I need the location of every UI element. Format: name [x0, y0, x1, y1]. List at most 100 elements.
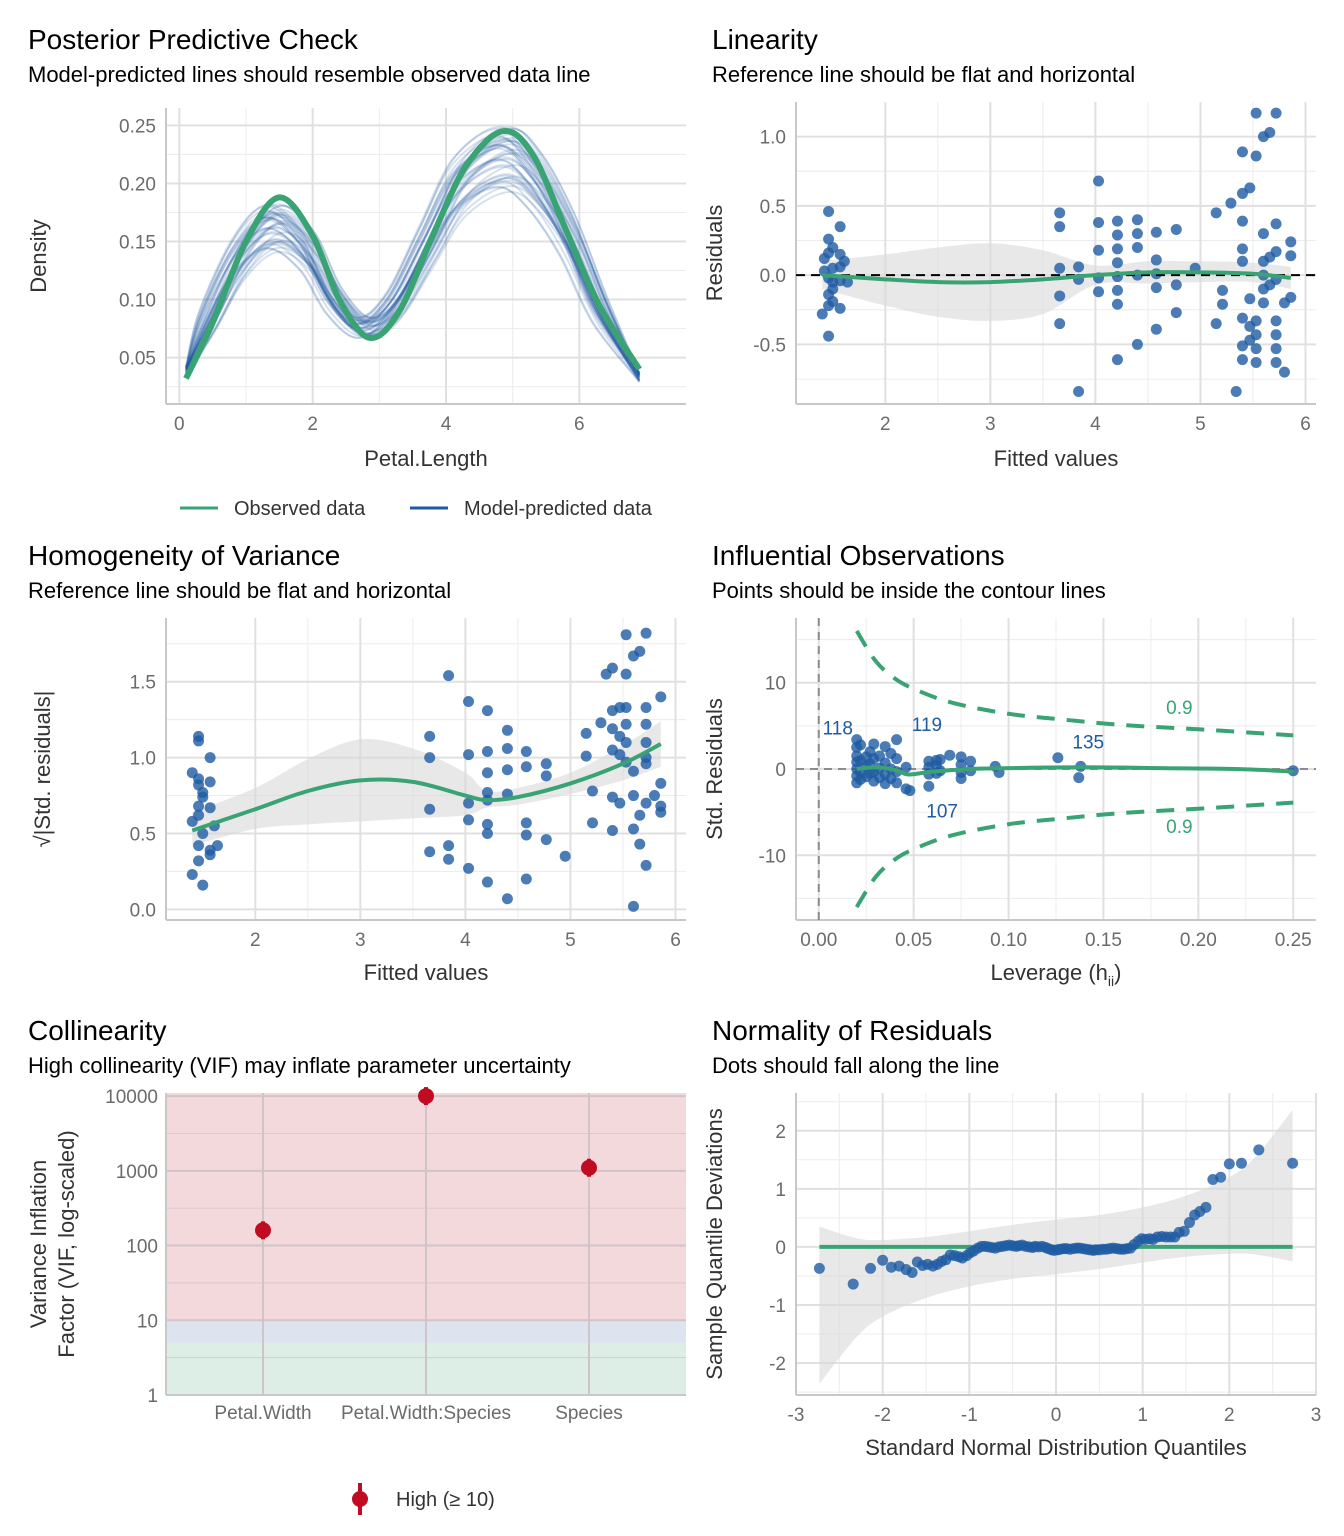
y-tick-label: 0.10: [119, 291, 156, 312]
data-point: [1270, 329, 1282, 341]
data-point: [481, 705, 493, 717]
x-tick-label: 3: [985, 414, 996, 435]
data-point: [1131, 228, 1143, 240]
y-tick-label: 1.0: [130, 749, 156, 770]
y-tick-label: -1: [769, 1296, 786, 1317]
model-predicted-line: [185, 139, 641, 376]
data-point: [463, 695, 475, 707]
data-point: [606, 824, 618, 836]
data-point: [193, 840, 205, 852]
y-tick-label: -10: [759, 846, 786, 867]
data-point: [855, 739, 867, 751]
data-point: [900, 761, 912, 773]
x-tick-label: 6: [574, 414, 585, 435]
data-point: [1111, 354, 1123, 366]
data-point: [640, 736, 652, 748]
y-tick-label: 0.05: [119, 349, 156, 370]
data-point: [501, 893, 513, 905]
y-tick-label: -0.5: [753, 335, 786, 356]
data-point: [1236, 215, 1248, 227]
data-point: [620, 702, 632, 714]
data-point: [1111, 257, 1123, 269]
model-predicted-line: [185, 147, 641, 377]
data-point: [463, 814, 475, 826]
data-point: [204, 849, 216, 861]
data-point: [934, 754, 946, 766]
x-tick-label: 2: [307, 414, 318, 435]
data-point: [520, 746, 532, 758]
data-point: [614, 749, 626, 761]
data-point: [841, 276, 853, 288]
model-predicted-line: [185, 190, 641, 383]
x-tick-label: 0.10: [990, 930, 1027, 951]
data-point: [1270, 107, 1282, 119]
data-point: [193, 800, 205, 812]
data-point: [540, 834, 552, 846]
data-point: [1150, 254, 1162, 266]
data-point: [211, 840, 223, 852]
x-tick-label: Species: [555, 1403, 623, 1424]
data-point: [640, 758, 652, 770]
chart-subtitle: High collinearity (VIF) may inflate para…: [28, 1053, 571, 1078]
panel-influential-observations: Influential Observations Points should b…: [684, 530, 1344, 1010]
cook-contour-lower: [855, 800, 1294, 909]
legend-label: Model-predicted data: [464, 498, 653, 520]
data-point: [463, 862, 475, 874]
data-point: [1170, 223, 1182, 235]
x-tick-label: 6: [670, 930, 681, 951]
y-tick-label: 10: [765, 674, 786, 695]
data-point: [587, 817, 599, 829]
observed-data-line: [183, 127, 642, 380]
influential-plot: 0.00 0.05 0.10 0.15 0.20 0.25 -10 0 10 Leverage (…: [702, 618, 1316, 989]
cook-contour-upper: [855, 629, 1294, 738]
data-point: [1223, 1158, 1235, 1170]
y-axis-label: Density: [26, 219, 51, 292]
data-point: [1285, 236, 1297, 248]
model-predicted-line: [185, 165, 641, 380]
data-point: [193, 735, 205, 747]
data-point: [1236, 255, 1248, 267]
data-point: [1073, 386, 1085, 398]
data-point: [627, 790, 639, 802]
x-tick-label: Petal.Width:Species: [341, 1403, 511, 1424]
data-point: [868, 738, 880, 750]
data-point: [955, 751, 967, 763]
y-tick-label: 0.0: [130, 900, 156, 921]
data-point: [823, 247, 835, 259]
data-point: [1093, 217, 1105, 229]
x-tick-label: Petal.Width: [214, 1403, 311, 1424]
data-point: [481, 818, 493, 830]
data-point: [1111, 215, 1123, 227]
data-point: [891, 777, 903, 789]
normality-plot: -3 -2 -1 0 1 2 3 -2 -1 0 1 2 Standard Normal Distrib…: [702, 1093, 1321, 1460]
data-point: [580, 727, 592, 739]
x-axis-label: Petal.Length: [364, 446, 488, 471]
data-point: [580, 750, 592, 762]
data-point: [620, 629, 632, 641]
y-tick-label: 0.20: [119, 174, 156, 195]
data-point: [540, 770, 552, 782]
data-point: [1215, 1171, 1227, 1183]
smooth-line: [822, 270, 1292, 285]
model-predicted-line: [185, 143, 641, 376]
data-point: [501, 764, 513, 776]
data-point: [463, 749, 475, 761]
data-point: [1250, 315, 1262, 327]
data-point: [481, 787, 493, 799]
data-point: [834, 221, 846, 233]
data-point: [834, 261, 846, 273]
data-point: [827, 283, 839, 295]
data-point: [1236, 354, 1248, 366]
data-point: [1054, 290, 1066, 302]
y-tick-label: 0: [775, 1238, 786, 1259]
data-point: [891, 734, 903, 746]
data-point: [1073, 261, 1085, 273]
chart-subtitle: Reference line should be flat and horizo…: [712, 62, 1136, 87]
legend-key-point: [352, 1491, 368, 1507]
panel-normality: Normality of Residuals Dots should fall …: [684, 1005, 1344, 1536]
model-predicted-line: [185, 144, 641, 376]
data-point: [501, 743, 513, 755]
y-axis-label-line2: Factor (VIF, log-scaled): [54, 1130, 79, 1357]
data-point: [1250, 150, 1262, 162]
legend-label: Observed data: [234, 498, 366, 520]
